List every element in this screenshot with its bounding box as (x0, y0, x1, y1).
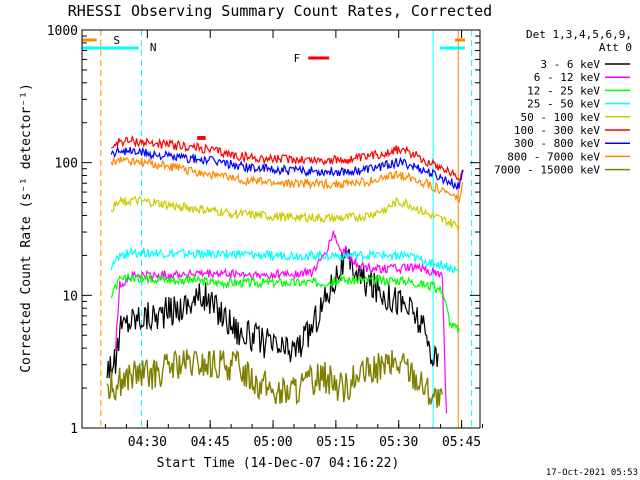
legend-label-8: 7000 - 15000 keV (494, 164, 600, 177)
series-line-8 (106, 349, 443, 408)
y-axis-ticks: 1 10 100 1000 (47, 24, 480, 437)
legend-label-0: 3 - 6 keV (540, 58, 600, 71)
x-tick-label-2: 05:00 (253, 435, 292, 450)
series-line-5 (110, 134, 464, 182)
series-line-2 (110, 271, 460, 334)
flag-n-label: N (150, 41, 157, 54)
y-tick-label-2: 100 (55, 157, 78, 172)
y-tick-label-1: 10 (62, 289, 78, 304)
x-tick-label-3: 05:15 (316, 435, 355, 450)
y-tick-label-3: 1000 (47, 24, 78, 39)
series-line-1 (114, 230, 448, 414)
y-axis-label: Corrected Count Rate (s⁻¹ detector⁻¹) (19, 83, 34, 373)
legend-label-7: 800 - 7000 keV (507, 150, 600, 163)
legend-label-6: 300 - 800 keV (514, 137, 600, 150)
series-line-3 (110, 246, 460, 274)
legend-label-5: 100 - 300 keV (514, 124, 600, 137)
x-tick-label-1: 04:45 (191, 435, 230, 450)
x-tick-label-5: 05:45 (442, 435, 481, 450)
series-line-6 (110, 145, 464, 190)
legend-attenuator: Att 0 (599, 41, 632, 54)
legend-header: Det 1,3,4,5,6,9, (526, 28, 632, 41)
x-axis-ticks: 04:30 04:45 05:00 05:15 05:30 05:45 (104, 30, 484, 450)
series-lines (106, 134, 464, 414)
chart-title: RHESSI Observing Summary Count Rates, Co… (68, 2, 492, 20)
axes (81, 29, 481, 429)
legend-label-4: 50 - 100 keV (521, 111, 601, 124)
flag-s-label: S (113, 34, 120, 47)
series-line-4 (110, 195, 460, 231)
y-tick-label-0: 1 (70, 422, 78, 437)
x-tick-label-0: 04:30 (128, 435, 167, 450)
legend-label-2: 12 - 25 keV (527, 84, 600, 97)
flag-f-label: F (294, 52, 301, 65)
legend-label-1: 6 - 12 keV (534, 71, 601, 84)
footer-timestamp: 17-Oct-2021 05:53 (546, 468, 638, 478)
x-axis-label: Start Time (14-Dec-07 04:16:22) (157, 456, 400, 471)
series-line-0 (106, 246, 439, 379)
series-line-7 (110, 156, 464, 204)
plot-frame (81, 29, 481, 429)
x-tick-label-4: 05:30 (379, 435, 418, 450)
legend-label-3: 25 - 50 keV (527, 98, 600, 111)
